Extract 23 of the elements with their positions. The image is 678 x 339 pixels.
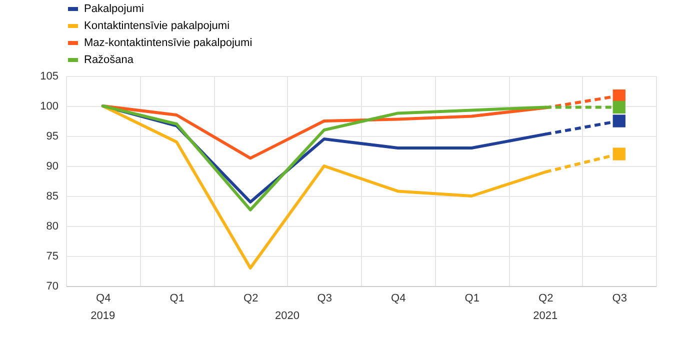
y-tick-label: 70 <box>46 280 58 292</box>
legend-label: Maz-kontaktintensīvie pakalpojumi <box>84 37 252 49</box>
y-tick-label: 90 <box>46 160 58 172</box>
y-tick-label: 95 <box>46 130 58 142</box>
y-tick-label: 85 <box>46 190 58 202</box>
x-tick-label: Q4 <box>96 292 111 304</box>
x-tick-label: Q3 <box>612 292 627 304</box>
y-tick-label: 80 <box>46 220 58 232</box>
y-tick-label: 75 <box>46 250 58 262</box>
y-tick-label: 100 <box>40 100 58 112</box>
x-tick-label: Q2 <box>244 292 258 304</box>
x-tick-label: Q1 <box>464 292 480 304</box>
text: 2019 <box>90 310 116 322</box>
x-tick-label: Q3 <box>317 292 332 304</box>
legend-label: Pakalpojumi <box>84 3 144 15</box>
text: 2020 <box>275 310 300 322</box>
y-tick-label: 105 <box>40 70 58 82</box>
x-tick-label: Q2 <box>538 292 554 304</box>
x-tick-label: Q4 <box>391 292 406 304</box>
legend-label: Ražošana <box>84 54 134 66</box>
x-tick-label: Q1 <box>170 292 184 304</box>
legend-label: Kontaktintensīvie pakalpojumi <box>84 20 230 32</box>
text: 2021 <box>533 310 558 322</box>
